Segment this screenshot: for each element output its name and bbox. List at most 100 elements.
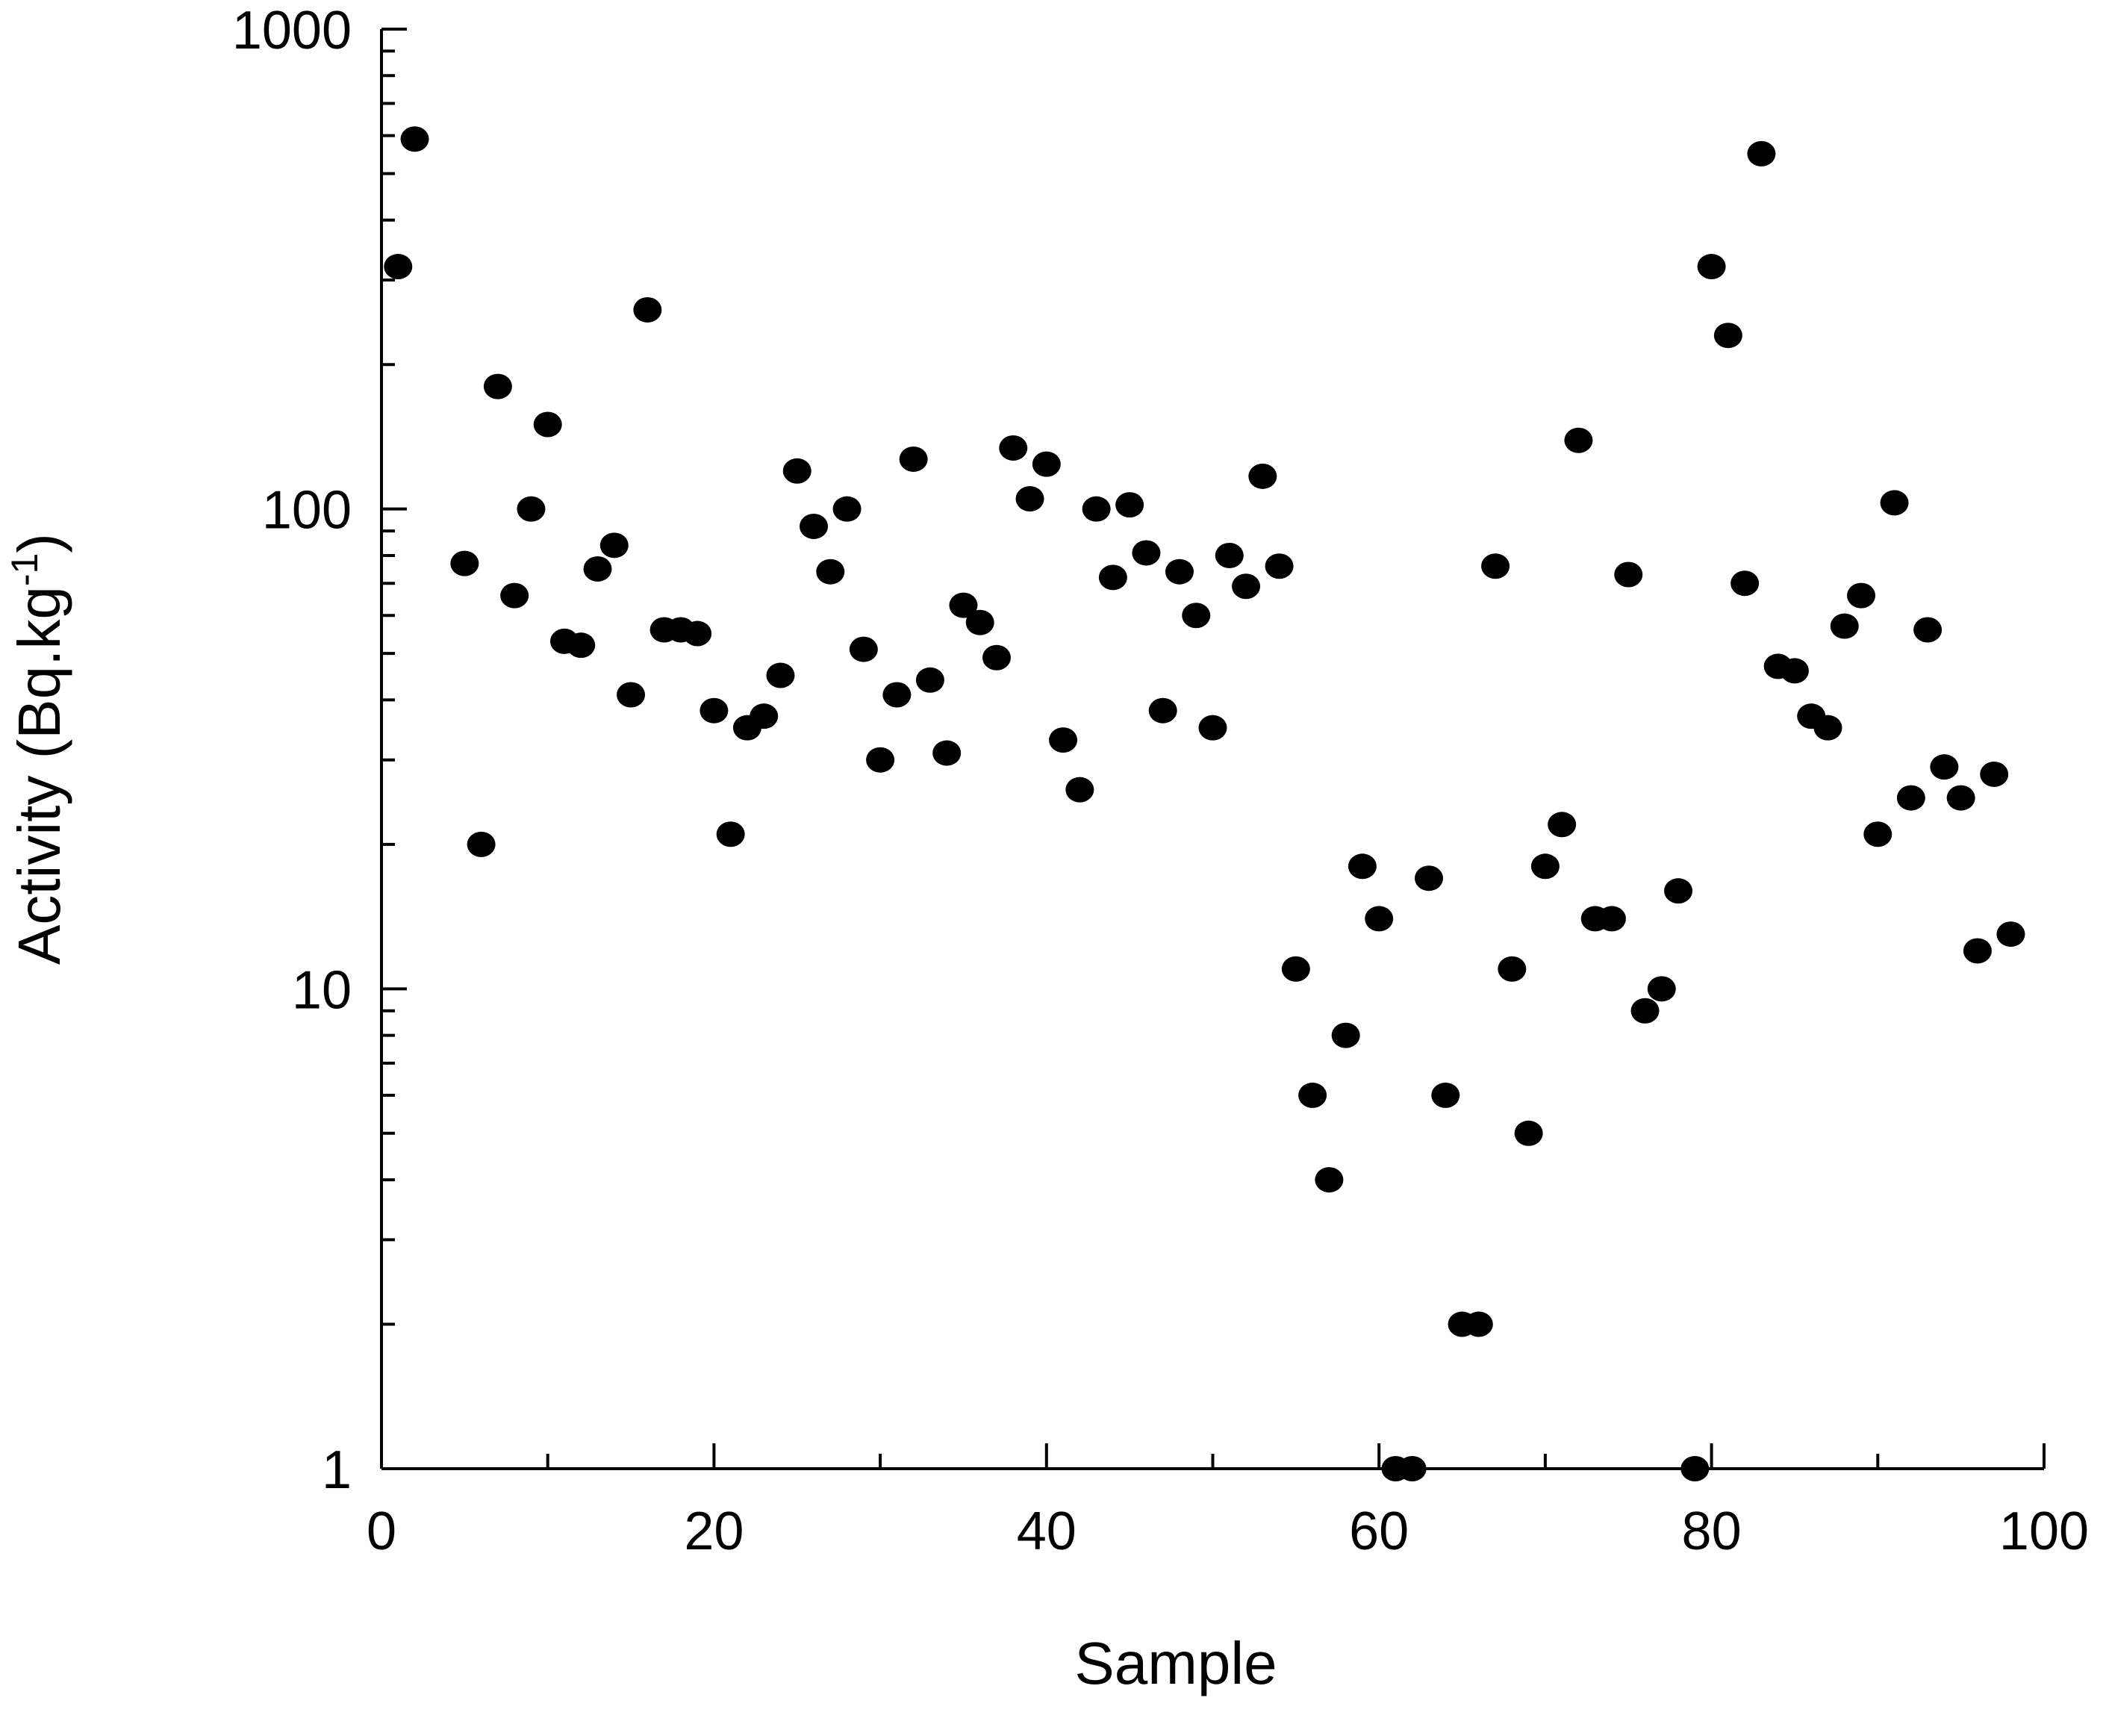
data-point bbox=[782, 458, 811, 484]
data-point bbox=[1548, 812, 1577, 838]
data-point bbox=[1896, 785, 1925, 811]
x-tick-label: 100 bbox=[1999, 1502, 2089, 1561]
x-axis-ticks: 0 20 40 60 80 100 bbox=[367, 1443, 2089, 1561]
data-point bbox=[1946, 785, 1975, 811]
data-point bbox=[832, 496, 862, 522]
data-point bbox=[1697, 254, 1726, 280]
data-point bbox=[1132, 540, 1161, 566]
data-point bbox=[1963, 938, 1992, 964]
data-point bbox=[1032, 451, 1061, 477]
x-tick-label: 60 bbox=[1349, 1502, 1409, 1561]
y-tick-label: 1000 bbox=[232, 1, 352, 60]
y-tick-label: 100 bbox=[262, 481, 352, 541]
data-point bbox=[583, 556, 612, 582]
data-point bbox=[1630, 998, 1660, 1024]
data-point bbox=[1265, 553, 1294, 579]
data-point bbox=[1248, 463, 1277, 489]
x-tick-label: 80 bbox=[1682, 1502, 1742, 1561]
data-point bbox=[899, 446, 928, 472]
data-point bbox=[1065, 777, 1094, 803]
data-point bbox=[1115, 492, 1144, 518]
data-point bbox=[1996, 921, 2025, 948]
data-point bbox=[1165, 559, 1194, 585]
data-point bbox=[882, 682, 912, 708]
data-point bbox=[467, 831, 496, 857]
data-point bbox=[949, 592, 978, 618]
data-point bbox=[1847, 582, 1876, 609]
data-point bbox=[1148, 697, 1177, 724]
data-point bbox=[1431, 1082, 1460, 1108]
data-point bbox=[617, 682, 646, 708]
data-point bbox=[1780, 658, 1809, 684]
data-point bbox=[750, 703, 779, 729]
data-point bbox=[700, 697, 729, 724]
data-point bbox=[1464, 1311, 1493, 1337]
data-point bbox=[1281, 956, 1310, 982]
x-tick-label: 0 bbox=[367, 1502, 396, 1561]
data-point bbox=[1348, 853, 1377, 880]
data-point bbox=[450, 550, 479, 576]
data-point bbox=[1498, 956, 1527, 982]
data-point bbox=[1298, 1082, 1327, 1108]
data-point bbox=[1713, 323, 1742, 349]
data-point bbox=[1415, 865, 1444, 892]
data-point bbox=[866, 747, 895, 773]
data-point bbox=[1232, 573, 1261, 600]
data-point bbox=[1614, 561, 1643, 588]
data-point bbox=[849, 636, 878, 662]
data-point bbox=[599, 532, 629, 559]
data-point bbox=[1664, 878, 1693, 904]
x-tick-label: 40 bbox=[1017, 1502, 1077, 1561]
data-point bbox=[1049, 727, 1078, 753]
data-point bbox=[633, 296, 662, 323]
data-point bbox=[1098, 564, 1127, 591]
data-point bbox=[1564, 427, 1593, 453]
data-point bbox=[1331, 1022, 1360, 1048]
data-point bbox=[1980, 761, 2009, 787]
data-point bbox=[1830, 613, 1859, 639]
data-point bbox=[1082, 496, 1111, 522]
data-point bbox=[1747, 140, 1776, 167]
data-point bbox=[1863, 821, 1892, 847]
x-tick-label: 20 bbox=[684, 1502, 744, 1561]
data-point bbox=[816, 559, 845, 585]
data-point bbox=[500, 582, 529, 609]
data-point bbox=[1315, 1167, 1344, 1193]
data-point bbox=[1015, 486, 1044, 512]
data-point bbox=[1398, 1456, 1427, 1481]
y-tick-label: 10 bbox=[292, 960, 352, 1020]
data-point bbox=[716, 821, 745, 847]
data-point bbox=[483, 373, 512, 399]
y-tick-label: 1 bbox=[322, 1440, 352, 1500]
data-point bbox=[1215, 542, 1244, 568]
data-point bbox=[982, 644, 1011, 671]
y-axis-title-close: ) bbox=[6, 533, 72, 553]
y-axis-title: Activity (Bq.kg-1) bbox=[4, 533, 72, 965]
data-point bbox=[965, 609, 994, 635]
data-point bbox=[1730, 570, 1760, 597]
data-point bbox=[400, 126, 429, 152]
data-point bbox=[766, 662, 795, 688]
data-point bbox=[932, 740, 962, 766]
data-point bbox=[915, 667, 944, 693]
data-point bbox=[1514, 1120, 1543, 1146]
data-point bbox=[1647, 976, 1676, 1002]
data-point bbox=[1913, 617, 1943, 643]
y-axis-title-superscript: -1 bbox=[4, 553, 46, 586]
data-point bbox=[1530, 853, 1560, 880]
data-point bbox=[1365, 906, 1394, 932]
y-axis-ticks: 1 10 100 1000 bbox=[232, 1, 407, 1500]
data-point bbox=[517, 496, 546, 522]
data-point bbox=[1481, 553, 1510, 579]
data-point bbox=[1813, 715, 1842, 741]
data-point bbox=[533, 411, 562, 438]
y-axis-title-main: Activity (Bq.kg bbox=[6, 586, 72, 965]
data-points bbox=[384, 126, 2025, 1481]
data-point bbox=[999, 435, 1028, 461]
data-point bbox=[1198, 715, 1227, 741]
data-point bbox=[1880, 490, 1909, 516]
data-point bbox=[567, 632, 596, 659]
data-point bbox=[1182, 603, 1211, 629]
x-axis-title: Sample bbox=[1074, 1630, 1277, 1696]
